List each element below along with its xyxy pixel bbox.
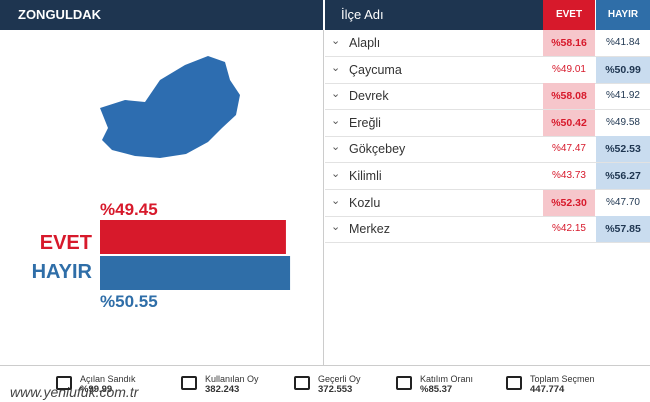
footer-item: Açılan Sandık %99.99 <box>80 374 136 395</box>
footer-label: Geçerli Oy <box>318 374 361 384</box>
bar <box>100 220 286 254</box>
chevron: ⌄ <box>331 114 341 127</box>
footer-item: Geçerli Oy 372.553 <box>318 374 361 395</box>
footer-icon <box>56 376 72 390</box>
footer-value: %99.99 <box>80 384 113 395</box>
hayir-percent: %50.55 <box>100 292 158 311</box>
hayir-cell: %52.53 <box>596 136 650 163</box>
district-name: Gökçebey <box>349 142 406 157</box>
province-header: ZONGULDAK <box>0 0 323 30</box>
evet-cell: %58.08 <box>543 83 595 110</box>
divider <box>323 30 324 365</box>
table-row: ⌄ Kilimli %43.73 %56.27 <box>325 163 650 190</box>
footer-icon <box>396 376 412 390</box>
district-header: İlçe Adı <box>325 0 543 30</box>
footer-item: Kullanılan Oy 382.243 <box>205 374 259 395</box>
district-name: Merkez <box>349 222 390 237</box>
evet-cell: %42.15 <box>552 223 586 235</box>
district-name: Çaycuma <box>349 62 402 77</box>
watermark: www.yeniufuk.com.tr <box>10 384 139 400</box>
divider <box>0 365 650 366</box>
evet-cell: %52.30 <box>543 189 595 216</box>
hayir-header: HAYIR <box>596 0 650 30</box>
chevron: ⌄ <box>331 194 341 207</box>
footer-icon <box>181 376 197 390</box>
district-name: Devrek <box>349 89 389 104</box>
footer-label: Toplam Seçmen <box>530 374 595 384</box>
table-row: ⌄ Devrek %58.08 %41.92 <box>325 83 650 111</box>
evet-label: EVET <box>39 232 92 254</box>
district-name: Alaplı <box>349 36 381 50</box>
footer-value: 372.553 <box>318 384 353 395</box>
footer-item: Toplam Seçmen 447.774 <box>530 374 595 395</box>
hayir-cell: %50.99 <box>596 56 650 83</box>
evet-header: EVET <box>543 0 595 30</box>
hayir-cell: %41.92 <box>606 90 640 102</box>
evet-cell: %43.73 <box>552 170 586 181</box>
evet-percent: %49.45 <box>100 200 158 219</box>
evet-cell: %58.16 <box>543 30 595 56</box>
table-row: ⌄ Kozlu %52.30 %47.70 <box>325 189 650 217</box>
chevron: ⌄ <box>331 35 341 47</box>
map <box>100 56 240 158</box>
district-name: Ereğli <box>349 115 381 130</box>
footer-label: Açılan Sandık <box>80 374 136 384</box>
chevron: ⌄ <box>331 141 341 154</box>
footer-item: Katılım Oranı %85.37 <box>420 374 473 395</box>
evet-cell: %50.42 <box>543 109 595 136</box>
chevron: ⌄ <box>331 221 341 234</box>
hayir-cell: %49.58 <box>606 116 640 128</box>
table-row: ⌄ Ereğli %50.42 %49.58 <box>325 109 650 137</box>
chevron: ⌄ <box>331 168 341 180</box>
result-bars <box>100 220 291 290</box>
chevron: ⌄ <box>331 88 341 101</box>
footer-label: Katılım Oranı <box>420 374 474 384</box>
hayir-label: HAYIR <box>31 261 92 283</box>
hayir-cell: %56.27 <box>596 163 650 189</box>
footer-value: %85.37 <box>420 384 453 395</box>
chevron: ⌄ <box>331 61 341 74</box>
footer-icon <box>506 376 522 390</box>
footer-value: 447.774 <box>530 384 565 395</box>
evet-cell: %47.47 <box>552 143 586 155</box>
table-row: ⌄ Gökçebey %47.47 %52.53 <box>325 136 650 164</box>
footer-label: Kullanılan Oy <box>205 374 259 384</box>
district-name: Kozlu <box>349 195 381 210</box>
footer-icon <box>294 376 310 390</box>
district-name: Kilimli <box>349 169 382 183</box>
evet-cell: %49.01 <box>552 63 586 75</box>
hayir-cell: %57.85 <box>596 216 650 243</box>
table-row: ⌄ Merkez %42.15 %57.85 <box>325 216 650 244</box>
footer-value: 382.243 <box>205 384 240 395</box>
table-row: ⌄ Alaplı %58.16 %41.84 <box>325 30 650 57</box>
hayir-cell: %47.70 <box>606 196 640 208</box>
hayir-cell: %41.84 <box>606 37 640 48</box>
bar <box>100 256 291 290</box>
table-row: ⌄ Çaycuma %49.01 %50.99 <box>325 56 650 84</box>
